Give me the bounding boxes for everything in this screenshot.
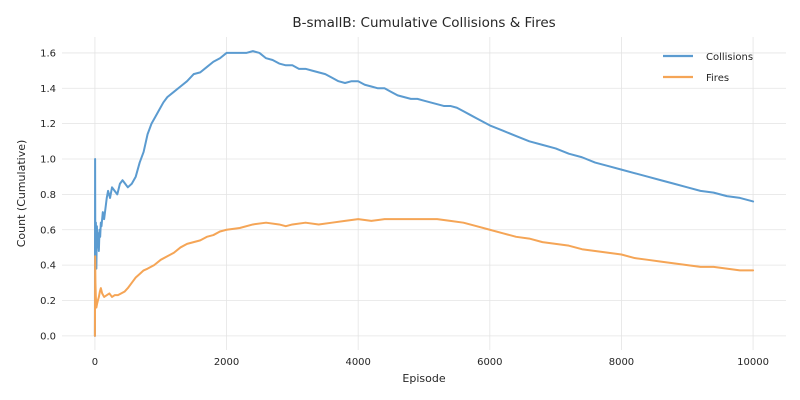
y-tick-label: 0.2 [40,296,56,307]
chart-title: B-smallB: Cumulative Collisions & Fires [292,15,555,31]
y-tick-label: 0.0 [40,331,56,342]
y-tick-label: 0.8 [40,190,56,201]
y-tick-label: 0.6 [40,225,56,236]
series-line-fires [93,218,755,337]
y-tick-label: 1.2 [40,119,56,130]
y-tick-label: 1.4 [40,84,56,95]
x-tick-label: 10000 [737,357,769,368]
x-tick-label: 4000 [345,357,370,368]
y-gridlines [62,52,786,337]
y-tick-labels: 0.0 0.2 0.4 0.6 0.8 1.0 1.2 1.4 1.6 [40,48,56,342]
x-tick-label: 8000 [609,357,634,368]
y-tick-label: 1.0 [40,155,56,166]
legend-label-fires: Fires [706,73,729,84]
x-tick-label: 0 [92,357,98,368]
y-tick-label: 0.4 [40,261,56,272]
series-layer [93,50,755,337]
plot-area [62,37,786,350]
legend-label-collisions: Collisions [706,52,753,63]
y-tick-label: 1.6 [40,48,56,59]
x-tick-label: 6000 [477,357,502,368]
y-axis-title: Count (Cumulative) [15,140,28,248]
series-line-collisions [93,50,755,337]
legend: Collisions Fires [663,52,753,84]
x-axis-title: Episode [402,372,445,385]
x-tick-label: 2000 [214,357,239,368]
x-tick-labels: 0 2000 4000 6000 8000 10000 [92,357,769,368]
